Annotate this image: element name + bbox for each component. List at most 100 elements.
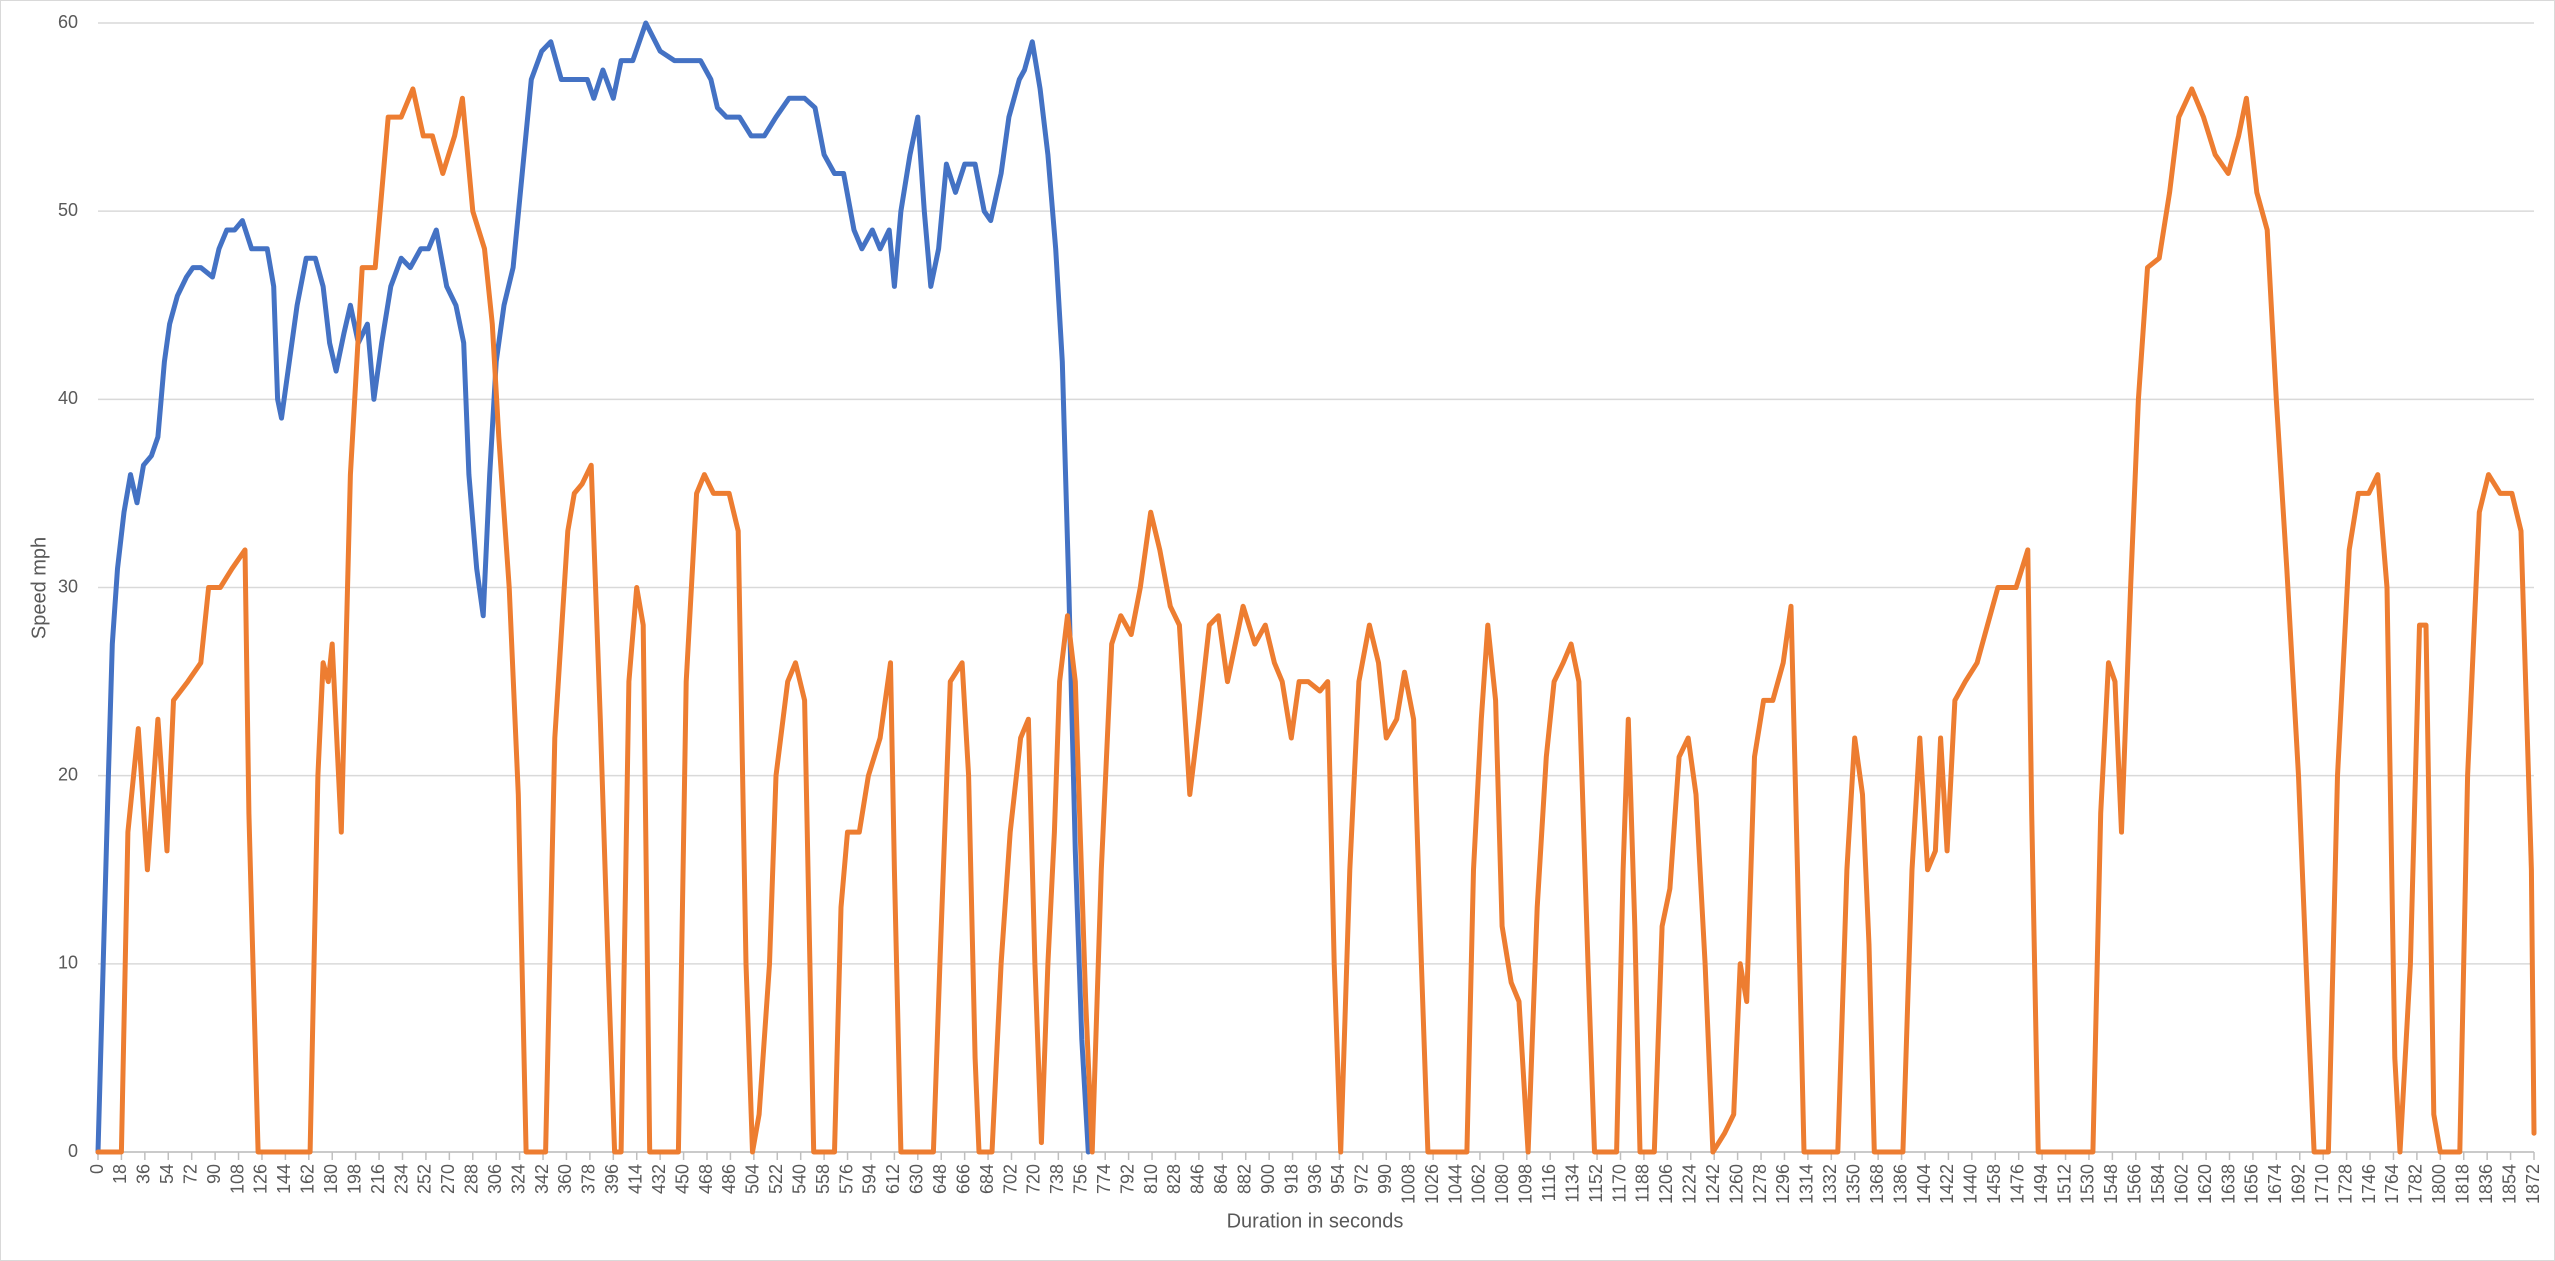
x-tick-label: 504 (743, 1164, 763, 1194)
x-tick-label: 1062 (1469, 1164, 1489, 1204)
x-tick-label: 630 (907, 1164, 927, 1194)
x-tick-label: 108 (227, 1164, 247, 1194)
x-tick-label: 270 (438, 1164, 458, 1194)
x-tick-label: 954 (1328, 1164, 1348, 1194)
x-tick-label: 1548 (2101, 1164, 2121, 1204)
x-tick-label: 1764 (2382, 1164, 2402, 1204)
x-tick-label: 1386 (1890, 1164, 1910, 1204)
x-tick-label: 918 (1281, 1164, 1301, 1194)
x-tick-label: 1458 (1984, 1164, 2004, 1204)
x-tick-label: 1638 (2218, 1164, 2238, 1204)
x-tick-label: 1332 (1820, 1164, 1840, 1204)
x-tick-label: 324 (508, 1164, 528, 1194)
x-tick-label: 1746 (2359, 1164, 2379, 1204)
y-tick-label: 20 (58, 764, 78, 784)
y-tick-label: 30 (58, 576, 78, 596)
x-tick-label: 18 (110, 1164, 130, 1184)
x-tick-label: 1476 (2007, 1164, 2027, 1204)
x-tick-label: 1026 (1422, 1164, 1442, 1204)
x-tick-label: 1134 (1562, 1164, 1582, 1203)
x-tick-label: 648 (930, 1164, 950, 1194)
x-tick-label: 1872 (2523, 1164, 2543, 1204)
x-tick-label: 1692 (2289, 1164, 2309, 1204)
x-tick-label: 1422 (1937, 1164, 1957, 1204)
x-tick-label: 198 (344, 1164, 364, 1194)
x-tick-label: 378 (579, 1164, 599, 1194)
x-tick-label: 1710 (2312, 1164, 2332, 1204)
x-tick-label: 810 (1141, 1164, 1161, 1194)
x-tick-label: 1188 (1633, 1164, 1653, 1203)
x-tick-label: 1494 (2031, 1164, 2051, 1204)
x-tick-label: 720 (1024, 1164, 1044, 1194)
x-tick-label: 774 (1094, 1164, 1114, 1194)
x-tick-label: 1170 (1609, 1164, 1629, 1203)
x-tick-label: 846 (1188, 1164, 1208, 1194)
x-tick-label: 594 (860, 1164, 880, 1194)
x-tick-label: 54 (157, 1164, 177, 1184)
x-tick-label: 72 (180, 1164, 200, 1184)
x-tick-label: 1836 (2476, 1164, 2496, 1204)
x-tick-label: 1278 (1750, 1164, 1770, 1204)
x-tick-label: 936 (1305, 1164, 1325, 1194)
x-tick-label: 990 (1375, 1164, 1395, 1194)
y-tick-label: 50 (58, 200, 78, 220)
x-tick-label: 90 (204, 1164, 224, 1184)
x-tick-label: 900 (1258, 1164, 1278, 1194)
x-tick-label: 666 (953, 1164, 973, 1194)
x-tick-label: 36 (134, 1164, 154, 1184)
x-tick-label: 1602 (2171, 1164, 2191, 1204)
x-tick-label: 396 (602, 1164, 622, 1194)
x-tick-label: 576 (836, 1164, 856, 1194)
x-tick-label: 306 (485, 1164, 505, 1194)
x-tick-label: 216 (368, 1164, 388, 1194)
x-tick-label: 180 (321, 1164, 341, 1194)
x-tick-label: 1314 (1797, 1164, 1817, 1204)
x-tick-label: 828 (1164, 1164, 1184, 1194)
x-tick-label: 1584 (2148, 1164, 2168, 1204)
x-tick-label: 1368 (1867, 1164, 1887, 1204)
x-tick-label: 1044 (1445, 1164, 1465, 1204)
x-tick-label: 1854 (2499, 1164, 2519, 1204)
x-tick-label: 1566 (2125, 1164, 2145, 1204)
series-line (95, 86, 2537, 1155)
x-tick-label: 540 (789, 1164, 809, 1194)
x-tick-label: 684 (977, 1164, 997, 1194)
x-tick-label: 738 (1047, 1164, 1067, 1194)
x-tick-label: 1728 (2335, 1164, 2355, 1204)
x-tick-label: 1440 (1961, 1164, 1981, 1204)
x-axis-title: Duration in seconds (1227, 1210, 1404, 1232)
x-tick-label: 702 (1000, 1164, 1020, 1194)
x-tick-label: 1116 (1539, 1164, 1559, 1201)
x-tick-label: 234 (391, 1164, 411, 1194)
y-tick-label: 0 (68, 1141, 78, 1161)
x-tick-label: 1224 (1680, 1164, 1700, 1204)
x-tick-label: 342 (532, 1164, 552, 1194)
x-tick-label: 414 (625, 1164, 645, 1194)
x-tick-label: 756 (1071, 1164, 1091, 1194)
x-tick-label: 144 (274, 1164, 294, 1194)
x-tick-label: 1098 (1516, 1164, 1536, 1204)
x-tick-label: 882 (1234, 1164, 1254, 1194)
x-tick-label: 1260 (1726, 1164, 1746, 1204)
x-tick-label: 486 (719, 1164, 739, 1194)
y-axis-title: Speed mph (28, 537, 50, 639)
x-tick-label: 1296 (1773, 1164, 1793, 1204)
x-tick-label: 0 (87, 1164, 107, 1174)
x-tick-label: 1404 (1914, 1164, 1934, 1204)
x-tick-label: 1008 (1398, 1164, 1418, 1204)
x-tick-label: 522 (766, 1164, 786, 1194)
x-tick-label: 252 (415, 1164, 435, 1194)
x-tick-label: 468 (696, 1164, 716, 1194)
x-tick-label: 1206 (1656, 1164, 1676, 1204)
x-tick-label: 1080 (1492, 1164, 1512, 1204)
x-tick-label: 1530 (2078, 1164, 2098, 1204)
x-tick-label: 288 (462, 1164, 482, 1194)
x-tick-label: 450 (672, 1164, 692, 1194)
x-tick-label: 1242 (1703, 1164, 1723, 1204)
x-tick-label: 792 (1117, 1164, 1137, 1194)
x-tick-label: 864 (1211, 1164, 1231, 1194)
x-tick-label: 1818 (2452, 1164, 2472, 1204)
x-tick-label: 162 (298, 1164, 318, 1194)
x-tick-label: 1656 (2242, 1164, 2262, 1204)
